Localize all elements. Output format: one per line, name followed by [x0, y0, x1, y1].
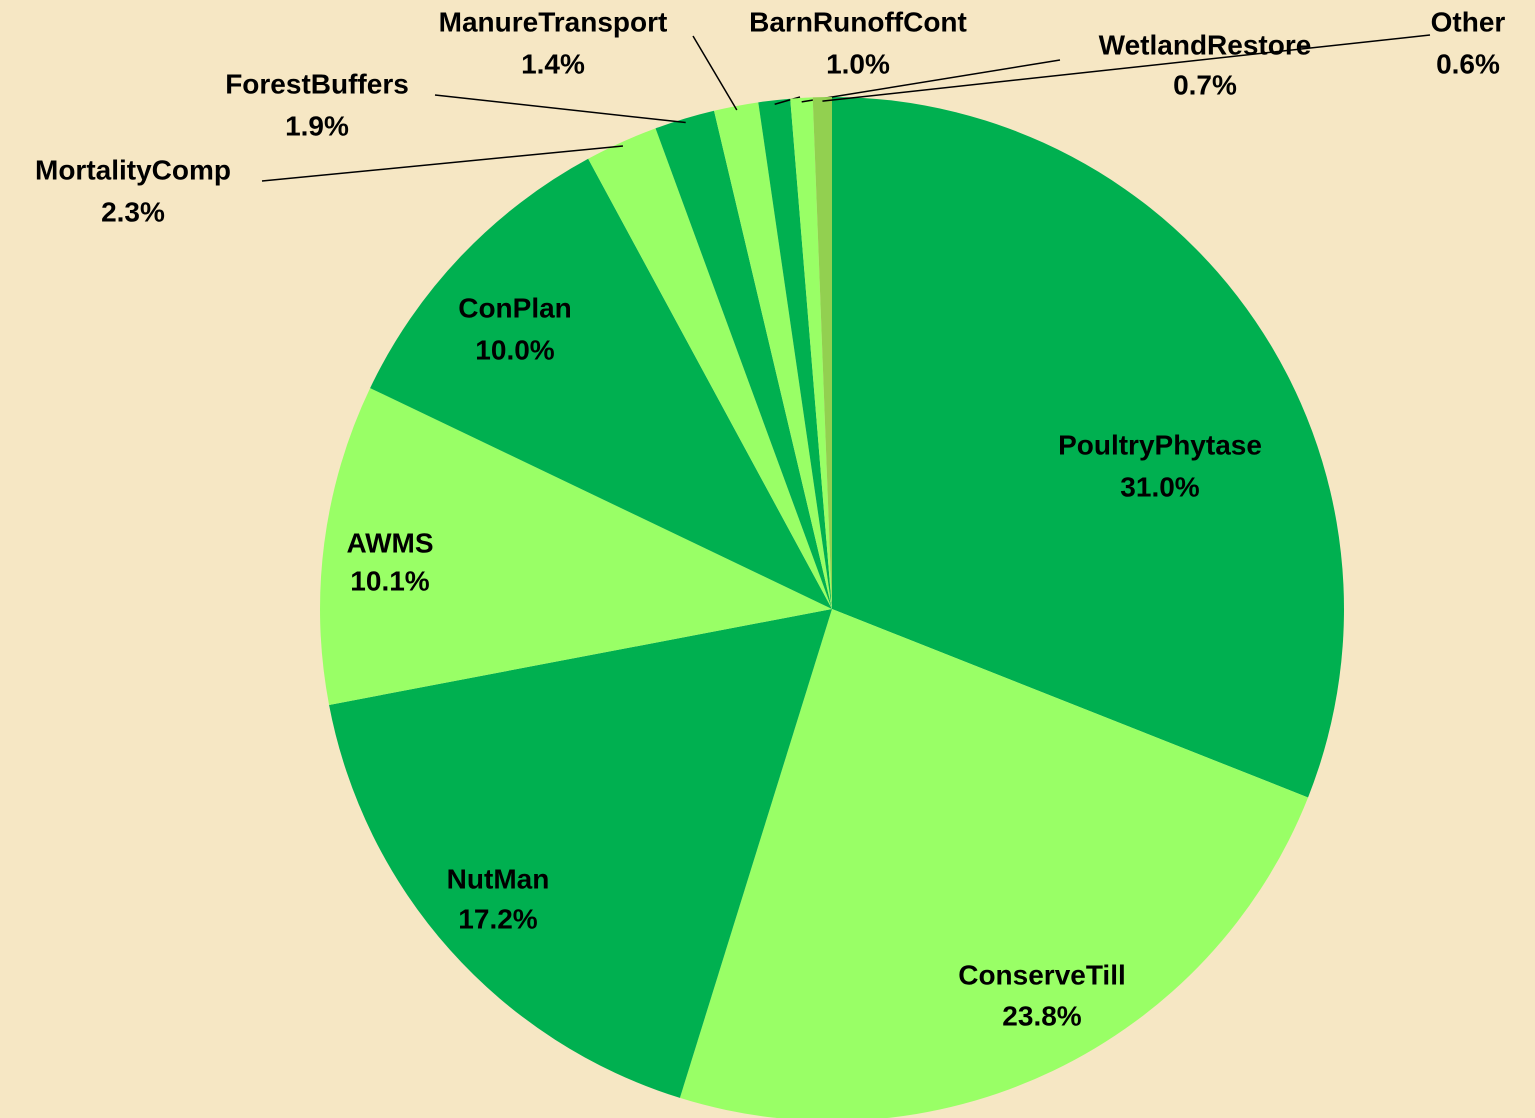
pie-slice	[812, 97, 832, 609]
pie-slice	[370, 158, 832, 610]
slice-label: Other	[1431, 6, 1506, 37]
pie-slice	[655, 110, 832, 609]
slice-label: PoultryPhytase	[1058, 429, 1262, 460]
pie-slice	[758, 98, 832, 610]
slice-value: 0.6%	[1436, 48, 1500, 79]
leader-line	[774, 96, 801, 105]
pie-slice	[329, 609, 832, 1098]
slice-label: MortalityComp	[35, 154, 231, 185]
pie-slice	[832, 97, 1344, 798]
leader-line	[801, 59, 1061, 103]
slice-label: NutMan	[447, 863, 550, 894]
pie-slice	[714, 102, 832, 609]
slice-value: 23.8%	[1002, 1000, 1081, 1031]
slice-value: 0.7%	[1173, 69, 1237, 100]
slice-label: AWMS	[346, 527, 433, 558]
leader-line	[692, 35, 738, 111]
slice-value: 17.2%	[458, 903, 537, 934]
slice-label: ForestBuffers	[225, 68, 409, 99]
pie-slice	[679, 609, 1309, 1118]
pie-slice	[790, 97, 832, 609]
pie-slice	[320, 388, 832, 705]
slice-label: BarnRunoffCont	[749, 6, 967, 37]
slice-value: 10.1%	[350, 565, 429, 596]
slice-value: 31.0%	[1120, 471, 1199, 502]
slice-value: 2.3%	[101, 196, 165, 227]
slice-value: 1.4%	[521, 48, 585, 79]
slice-label: ConserveTill	[958, 959, 1126, 990]
slice-value: 10.0%	[475, 334, 554, 365]
leader-line	[434, 94, 686, 124]
slice-label: ManureTransport	[439, 6, 668, 37]
leader-line	[822, 34, 1431, 102]
pie-slice	[588, 128, 832, 609]
slice-value: 1.0%	[826, 48, 890, 79]
slice-value: 1.9%	[285, 110, 349, 141]
leader-line	[261, 145, 624, 182]
slice-label: ConPlan	[458, 292, 572, 323]
slice-label: WetlandRestore	[1099, 29, 1312, 60]
